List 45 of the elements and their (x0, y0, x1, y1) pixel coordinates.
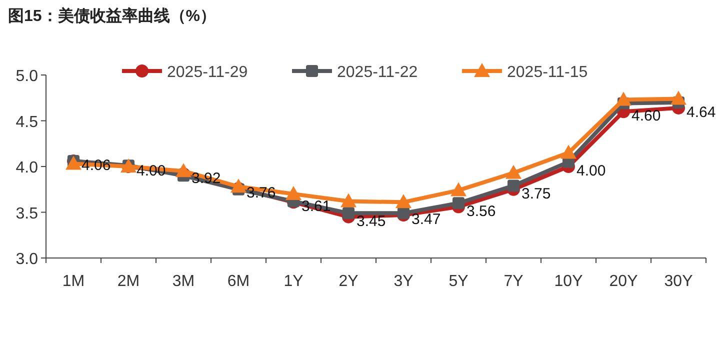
data-label: 3.47 (412, 210, 441, 228)
point (506, 164, 522, 179)
x-tick-label: 5Y (448, 273, 469, 290)
point (616, 92, 632, 106)
data-label: 4.64 (686, 104, 716, 121)
x-tick-label: 2M (117, 273, 140, 290)
data-label: 3.61 (302, 198, 331, 216)
chart-title: 图15：美债收益率曲线（%） (8, 6, 216, 25)
point (450, 182, 466, 196)
point (670, 90, 686, 105)
data-label: 3.75 (522, 185, 551, 202)
point (560, 144, 576, 159)
x-tick-label: 30Y (664, 273, 694, 290)
point (342, 207, 354, 220)
x-tick-label: 10Y (554, 273, 584, 290)
point (452, 197, 464, 210)
data-label: 3.92 (192, 170, 221, 187)
point (396, 194, 412, 208)
text: 5.0 (16, 68, 38, 85)
data-label: 4.60 (632, 108, 661, 125)
text: 4.5 (16, 114, 38, 131)
legend-label: 2025-11-22 (337, 64, 418, 81)
point (66, 156, 82, 170)
text: 4.0 (16, 160, 38, 176)
x-tick-label: 3M (172, 273, 195, 290)
legend-label: 2025-11-29 (167, 64, 248, 81)
x-tick-label: 2Y (338, 273, 359, 290)
data-label: 4.00 (576, 162, 606, 180)
point (176, 163, 192, 178)
x-tick-label: 20Y (609, 273, 638, 290)
text: 3.5 (16, 205, 38, 222)
x-tick-label: 7Y (504, 273, 524, 290)
x-tick-label: 1M (62, 273, 85, 290)
text: 3.0 (16, 251, 38, 268)
x-tick-label: 3Y (394, 273, 414, 290)
data-label: 3.76 (246, 184, 276, 202)
x-tick-label: 6M (227, 273, 250, 290)
point (340, 193, 356, 208)
point (286, 186, 302, 200)
legend-label: 2025-11-15 (507, 64, 588, 81)
point (508, 180, 520, 192)
data-label: 3.56 (466, 202, 496, 220)
point (230, 178, 246, 193)
data-label: 3.45 (356, 212, 386, 230)
x-tick-label: 1Y (284, 273, 304, 290)
